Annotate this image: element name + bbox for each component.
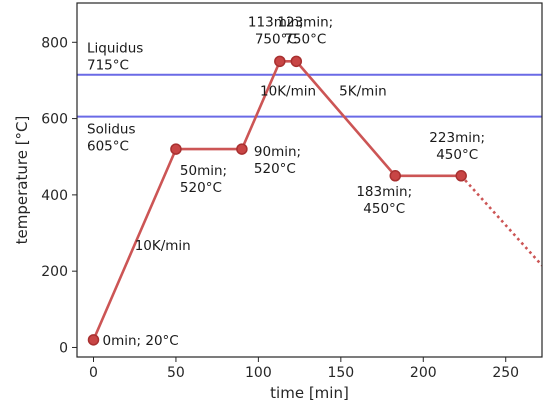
- x-tick-label: 50: [167, 365, 185, 381]
- point-annotation: 50min; 520°C: [180, 163, 227, 196]
- x-tick-label: 0: [89, 365, 98, 381]
- reference-line-label: Solidus 605°C: [87, 122, 136, 155]
- temperature-profile-line: [92, 60, 462, 341]
- y-tick-label: 800: [41, 35, 68, 51]
- y-tick-label: 0: [59, 340, 68, 356]
- y-tick-label: 600: [41, 112, 68, 128]
- data-point-marker: [455, 170, 467, 182]
- plot-area-frame: [76, 2, 543, 358]
- y-axis-label: temperature [°C]: [13, 116, 31, 245]
- x-tick-label: 150: [327, 365, 354, 381]
- y-tick-label: 200: [41, 264, 68, 280]
- data-point-marker: [236, 143, 248, 155]
- x-tick-label: 100: [245, 365, 272, 381]
- rate-annotation: 10K/min: [135, 238, 191, 254]
- y-tick-label: 400: [41, 188, 68, 204]
- x-tick-label: 250: [492, 365, 519, 381]
- data-point-marker: [290, 55, 303, 68]
- reference-line-label: Liquidus 715°C: [87, 41, 143, 74]
- data-point-marker: [274, 55, 286, 68]
- point-annotation: 0min; 20°C: [102, 333, 178, 349]
- cooling-extrapolation-line: [460, 174, 542, 267]
- data-point-marker: [389, 170, 401, 182]
- data-point-marker: [170, 143, 182, 155]
- rate-annotation: 10K/min: [260, 84, 316, 100]
- point-annotation: 183min; 450°C: [356, 184, 412, 217]
- point-annotation: 113min; 750°C: [248, 14, 304, 47]
- point-annotation: 223min; 450°C: [429, 130, 485, 163]
- point-annotation: 123min; 750°C: [277, 14, 333, 47]
- x-axis-label: time [min]: [270, 384, 349, 402]
- x-tick-label: 200: [410, 365, 437, 381]
- data-point-marker: [87, 334, 100, 346]
- rate-annotation: 5K/min: [339, 84, 386, 100]
- point-annotation: 90min; 520°C: [254, 144, 301, 177]
